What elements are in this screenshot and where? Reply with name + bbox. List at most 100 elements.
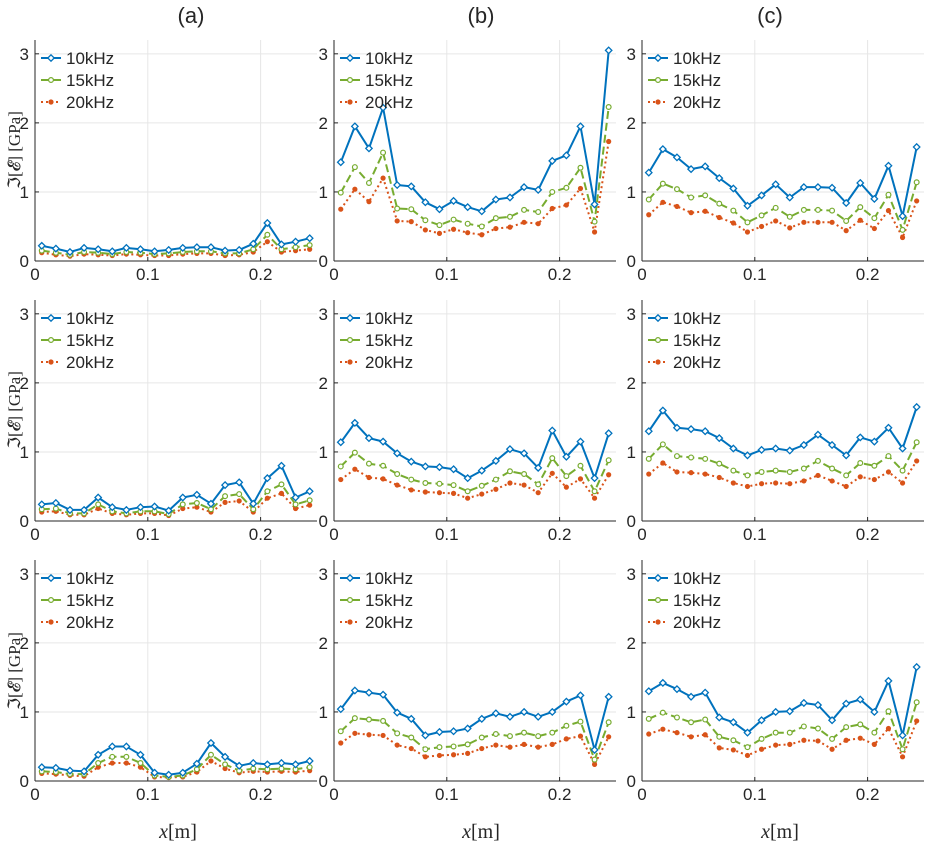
data-point-20kHz-6 (422, 227, 428, 233)
data-point-15kHz-9 (464, 488, 471, 495)
data-point-20kHz-5 (716, 745, 722, 751)
data-point-10kHz-5 (407, 457, 416, 466)
x-tick-label-1: 0.1 (435, 785, 459, 804)
data-point-15kHz-16 (563, 473, 570, 480)
series-15kHz (645, 439, 920, 479)
data-point-15kHz-4 (394, 205, 401, 212)
series-10kHz (336, 686, 613, 755)
data-point-15kHz-10 (478, 734, 485, 741)
data-point-15kHz-13 (521, 471, 528, 478)
y-tick-label-3: 3 (627, 305, 636, 324)
y-tick-label-0: 0 (627, 252, 636, 271)
data-point-15kHz-1 (659, 441, 666, 448)
data-point-20kHz-1 (352, 466, 358, 472)
data-point-10kHz-11 (192, 243, 201, 252)
data-point-15kHz-8 (758, 212, 765, 219)
data-point-20kHz-0 (646, 212, 652, 218)
data-point-20kHz-2 (366, 732, 372, 738)
legend-label-15kHz: 15kHz (365, 331, 413, 350)
data-point-20kHz-11 (801, 219, 807, 225)
data-point-15kHz-10 (786, 468, 793, 475)
legend-label-15kHz: 15kHz (66, 591, 114, 610)
y-tick-label-3: 3 (20, 45, 29, 64)
data-point-10kHz-0 (336, 438, 345, 447)
data-point-15kHz-6 (730, 467, 737, 474)
data-point-10kHz-16 (263, 474, 272, 483)
legend-label-15kHz: 15kHz (66, 71, 114, 90)
x-axis-labels: x[m] x[m] x[m] (158, 821, 799, 843)
series-line-20kHz (648, 720, 918, 758)
data-point-10kHz-1 (658, 678, 667, 688)
y-tick-label-1: 1 (20, 703, 29, 722)
data-point-15kHz-11 (193, 500, 200, 507)
data-point-10kHz-2 (65, 766, 75, 775)
data-point-15kHz-5 (716, 460, 723, 467)
chart-panel-row1-b: 0 0.1 0.2 0 1 2 3 10kHz 15kHz 20kHz (319, 40, 616, 284)
legend: 10kHz 15kHz 20kHz (648, 49, 721, 112)
data-point-15kHz-9 (772, 729, 779, 736)
data-point-20kHz-6 (730, 480, 736, 486)
data-point-20kHz-10 (787, 225, 793, 231)
data-point-20kHz-4 (394, 218, 400, 224)
data-point-10kHz-9 (463, 203, 472, 212)
data-point-15kHz-10 (478, 482, 485, 489)
data-point-10kHz-19 (912, 142, 921, 152)
data-point-20kHz-16 (264, 495, 270, 501)
data-point-10kHz-12 (813, 430, 823, 439)
legend-label-10kHz: 10kHz (673, 569, 721, 588)
data-point-15kHz-13 (829, 735, 836, 742)
data-point-15kHz-13 (222, 761, 229, 768)
data-point-15kHz-18 (899, 467, 906, 474)
data-point-20kHz-19 (307, 502, 313, 508)
data-point-20kHz-17 (577, 476, 584, 482)
data-point-20kHz-13 (829, 746, 835, 752)
legend-marker-20kHz (655, 619, 661, 625)
data-point-15kHz-11 (492, 731, 499, 738)
data-point-10kHz-18 (590, 745, 599, 755)
data-point-10kHz-3 (378, 690, 388, 699)
data-point-15kHz-16 (563, 722, 570, 729)
data-point-15kHz-17 (577, 718, 584, 725)
data-point-10kHz-13 (827, 183, 837, 192)
chart-panel-row3-c: 0 0.1 0.2 0 1 2 3 10kHz 15kHz 20kHz (627, 560, 924, 804)
data-point-20kHz-2 (674, 730, 680, 736)
data-point-15kHz-1 (351, 449, 358, 456)
data-point-20kHz-18 (899, 480, 906, 486)
series-20kHz (338, 466, 612, 501)
data-point-20kHz-10 (787, 741, 793, 747)
x-tick-label-2: 0.2 (856, 525, 880, 544)
series-10kHz (644, 142, 921, 221)
data-point-15kHz-0 (337, 189, 344, 196)
legend: 10kHz 15kHz 20kHz (41, 49, 114, 112)
data-point-15kHz-0 (337, 463, 344, 470)
x-tick-label-1: 0.1 (435, 265, 459, 284)
data-point-20kHz-9 (773, 742, 779, 748)
y-tick-label-0: 0 (20, 252, 29, 271)
data-point-10kHz-16 (870, 194, 879, 203)
data-point-15kHz-2 (673, 714, 680, 721)
data-point-20kHz-15 (857, 474, 863, 480)
data-point-10kHz-19 (912, 402, 921, 412)
data-point-20kHz-3 (380, 476, 386, 482)
data-point-10kHz-13 (220, 752, 230, 761)
data-point-15kHz-11 (492, 215, 499, 222)
series-15kHz (337, 715, 612, 763)
data-point-20kHz-16 (871, 476, 877, 483)
data-point-10kHz-14 (235, 245, 244, 255)
data-point-20kHz-17 (577, 733, 584, 739)
data-point-10kHz-9 (771, 444, 780, 453)
x-tick-label-0: 0 (329, 525, 338, 544)
data-point-20kHz-16 (563, 202, 569, 208)
chart-panel-row1-c: 0 0.1 0.2 0 1 2 3 10kHz 15kHz 20kHz (627, 40, 924, 284)
data-point-10kHz-3 (686, 692, 696, 701)
data-point-15kHz-12 (207, 751, 214, 758)
legend-marker-20kHz (48, 99, 54, 105)
data-point-10kHz-4 (94, 245, 103, 254)
series-20kHz (338, 730, 612, 768)
data-point-10kHz-4 (94, 493, 103, 502)
x-tick-label-1: 0.1 (136, 265, 160, 284)
y-tick-label-0: 0 (319, 772, 328, 791)
data-point-10kHz-11 (192, 490, 201, 499)
legend-label-20kHz: 20kHz (673, 93, 721, 112)
